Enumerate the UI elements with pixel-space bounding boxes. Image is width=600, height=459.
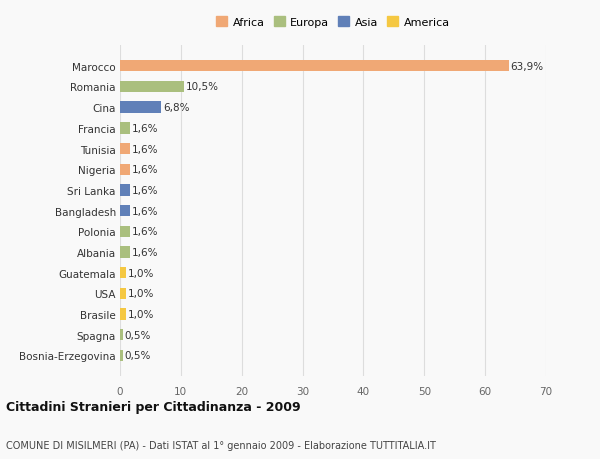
Text: 10,5%: 10,5% [186, 82, 219, 92]
Bar [120, 247, 130, 258]
Bar [120, 350, 123, 361]
Bar [120, 288, 126, 299]
Text: 1,6%: 1,6% [131, 227, 158, 237]
Text: 1,0%: 1,0% [128, 289, 154, 299]
Text: 1,6%: 1,6% [131, 165, 158, 175]
Bar [120, 226, 130, 237]
Legend: Africa, Europa, Asia, America: Africa, Europa, Asia, America [214, 15, 452, 30]
Bar [120, 206, 130, 217]
Text: 1,6%: 1,6% [131, 206, 158, 216]
Bar [120, 61, 509, 72]
Bar [120, 309, 126, 320]
Text: 1,6%: 1,6% [131, 144, 158, 154]
Bar [120, 82, 184, 93]
Text: 1,6%: 1,6% [131, 123, 158, 134]
Text: 1,0%: 1,0% [128, 268, 154, 278]
Bar [120, 330, 123, 341]
Text: 63,9%: 63,9% [511, 62, 544, 72]
Text: Cittadini Stranieri per Cittadinanza - 2009: Cittadini Stranieri per Cittadinanza - 2… [6, 400, 301, 413]
Bar [120, 102, 161, 113]
Text: 0,5%: 0,5% [125, 351, 151, 361]
Text: 1,6%: 1,6% [131, 185, 158, 196]
Text: 1,0%: 1,0% [128, 309, 154, 319]
Bar [120, 144, 130, 155]
Bar [120, 123, 130, 134]
Text: 6,8%: 6,8% [163, 103, 190, 113]
Text: 1,6%: 1,6% [131, 247, 158, 257]
Bar [120, 268, 126, 279]
Bar [120, 185, 130, 196]
Text: 0,5%: 0,5% [125, 330, 151, 340]
Bar [120, 164, 130, 175]
Text: COMUNE DI MISILMERI (PA) - Dati ISTAT al 1° gennaio 2009 - Elaborazione TUTTITAL: COMUNE DI MISILMERI (PA) - Dati ISTAT al… [6, 440, 436, 450]
